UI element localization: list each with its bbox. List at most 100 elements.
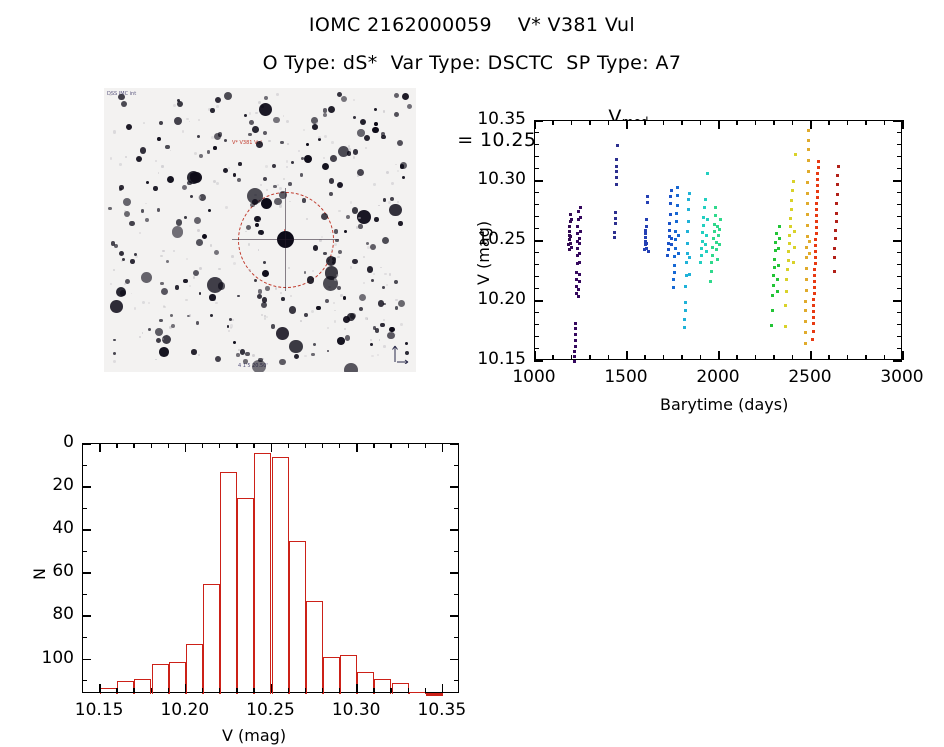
field-star bbox=[352, 149, 359, 155]
field-star bbox=[213, 249, 219, 255]
field-star bbox=[389, 326, 396, 333]
field-star bbox=[273, 116, 281, 124]
y-tick-major-right bbox=[450, 572, 459, 574]
field-star bbox=[285, 160, 288, 163]
data-point bbox=[804, 288, 808, 292]
data-point bbox=[687, 208, 690, 212]
field-star bbox=[336, 285, 342, 290]
data-point bbox=[811, 322, 815, 326]
field-star bbox=[380, 266, 382, 269]
field-star bbox=[265, 286, 270, 291]
field-star bbox=[184, 215, 187, 219]
field-star bbox=[348, 148, 352, 151]
data-point bbox=[787, 241, 791, 245]
data-point bbox=[575, 262, 579, 266]
data-point bbox=[785, 268, 789, 272]
field-star bbox=[210, 108, 215, 113]
x-tick-major bbox=[184, 684, 187, 693]
field-star bbox=[265, 315, 269, 318]
field-star bbox=[126, 124, 133, 131]
data-point bbox=[667, 228, 671, 232]
field-star bbox=[355, 226, 359, 229]
data-point bbox=[700, 246, 704, 250]
field-star bbox=[330, 248, 333, 251]
y-tick-minor-right bbox=[897, 216, 902, 218]
field-star bbox=[343, 229, 348, 234]
data-point bbox=[789, 208, 793, 212]
field-star bbox=[397, 299, 405, 307]
x-tick-major-top bbox=[810, 120, 812, 129]
data-point bbox=[673, 246, 677, 250]
field-star bbox=[238, 162, 242, 166]
data-point bbox=[684, 300, 687, 304]
data-point bbox=[674, 238, 678, 242]
field-star bbox=[383, 318, 386, 321]
data-point bbox=[644, 241, 648, 245]
field-star bbox=[233, 262, 237, 266]
data-point bbox=[646, 250, 650, 254]
field-star bbox=[194, 173, 198, 177]
field-star bbox=[156, 208, 161, 212]
data-point bbox=[672, 270, 676, 274]
field-star bbox=[347, 144, 351, 148]
y-tick-minor bbox=[534, 324, 539, 326]
data-point bbox=[569, 245, 573, 249]
data-point bbox=[815, 202, 819, 206]
field-star bbox=[349, 201, 353, 205]
data-point bbox=[805, 213, 809, 217]
histogram-bar bbox=[254, 452, 272, 694]
field-star bbox=[252, 354, 256, 358]
field-star bbox=[286, 143, 289, 146]
field-star bbox=[252, 126, 260, 134]
field-star bbox=[252, 199, 258, 205]
data-point bbox=[769, 323, 773, 327]
field-star bbox=[232, 173, 237, 177]
data-point bbox=[613, 235, 616, 239]
field-star bbox=[160, 254, 163, 257]
x-tick-minor bbox=[736, 355, 738, 360]
field-star bbox=[395, 298, 398, 302]
data-point bbox=[804, 309, 808, 313]
field-star bbox=[265, 164, 268, 168]
finder-chart[interactable]: DSS IMC int V* V381 Vul 4 1'5 20.50' + bbox=[104, 88, 416, 372]
data-point bbox=[807, 239, 811, 243]
field-star bbox=[119, 185, 124, 190]
field-star bbox=[120, 259, 124, 263]
field-star bbox=[320, 235, 323, 239]
field-star bbox=[198, 119, 201, 122]
histogram-bar bbox=[237, 497, 255, 694]
data-point bbox=[815, 208, 819, 212]
field-star bbox=[382, 198, 387, 202]
data-point bbox=[834, 211, 838, 215]
histogram-bar bbox=[305, 601, 323, 694]
field-star bbox=[388, 273, 391, 276]
field-star bbox=[325, 255, 337, 267]
light-curve-plot[interactable] bbox=[534, 120, 902, 363]
y-tick-major-right bbox=[450, 486, 459, 488]
field-star bbox=[356, 175, 359, 177]
field-star bbox=[289, 200, 291, 203]
data-point bbox=[811, 337, 815, 341]
data-point bbox=[683, 309, 687, 313]
field-star bbox=[323, 157, 326, 160]
x-tick-minor-top bbox=[287, 443, 290, 448]
y-tick-major-right bbox=[450, 658, 459, 661]
y-tick-minor bbox=[82, 593, 87, 596]
field-star bbox=[332, 302, 335, 305]
data-point bbox=[714, 205, 718, 209]
magnitude-histogram-plot[interactable] bbox=[82, 443, 459, 696]
field-star bbox=[133, 307, 137, 310]
x-tick-minor-top bbox=[699, 120, 701, 125]
field-star bbox=[381, 286, 385, 289]
field-star bbox=[293, 353, 299, 359]
x-tick-minor-top bbox=[865, 120, 867, 125]
data-point bbox=[671, 286, 675, 290]
x-tick-minor bbox=[253, 688, 255, 693]
y-tick-minor bbox=[534, 288, 539, 290]
field-star bbox=[331, 238, 335, 242]
data-point bbox=[675, 211, 679, 215]
data-point bbox=[700, 239, 704, 243]
x-tick-minor-top bbox=[253, 443, 255, 448]
data-point bbox=[644, 232, 648, 236]
histogram-bar bbox=[151, 663, 169, 694]
